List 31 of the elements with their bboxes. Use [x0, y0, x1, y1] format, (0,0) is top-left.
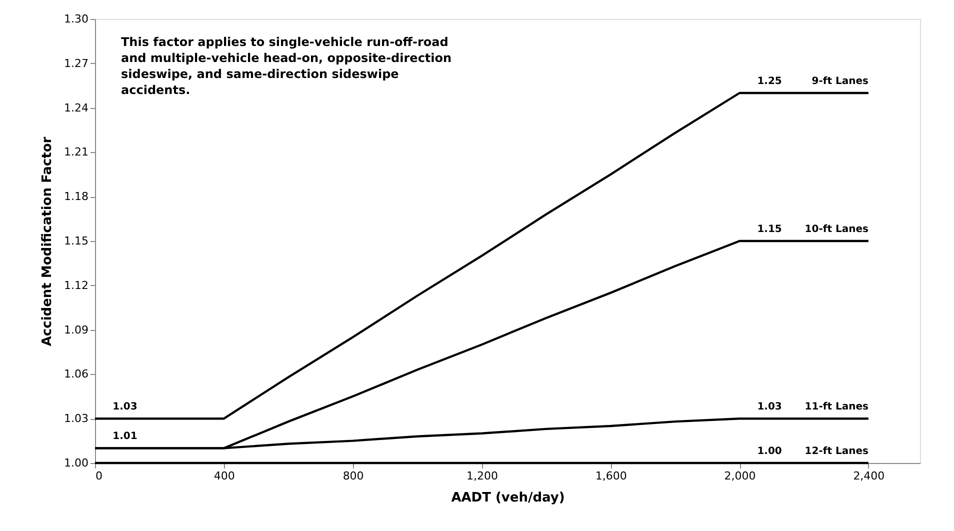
x-axis-title: AADT (veh/day)	[451, 490, 565, 506]
series-label: 12-ft Lanes	[804, 446, 868, 457]
series-label: 9-ft Lanes	[812, 76, 868, 87]
y-tick-label: 1.03	[64, 412, 88, 426]
y-tick-label: 1.12	[64, 278, 88, 292]
y-tick-label: 1.15	[64, 234, 88, 248]
data-label: 1.03	[112, 402, 138, 413]
x-tick-label: 400	[214, 470, 235, 482]
x-tick-label: 2,000	[724, 470, 756, 482]
series-label: 11-ft Lanes	[804, 402, 868, 413]
x-tick-label: 800	[342, 470, 364, 482]
y-tick-label: 1.09	[64, 323, 88, 336]
y-tick-label: 1.06	[64, 368, 88, 381]
series-label: 10-ft Lanes	[804, 224, 868, 235]
x-tick-label: 2,400	[853, 470, 885, 482]
data-label: 1.25	[757, 76, 782, 87]
y-tick-label: 1.27	[64, 56, 88, 70]
y-tick-label: 1.24	[64, 101, 88, 114]
data-label: 1.00	[757, 446, 782, 457]
data-label: 1.03	[757, 402, 782, 413]
y-tick-label: 1.00	[64, 456, 88, 470]
data-label: 1.01	[112, 431, 138, 442]
y-axis-title: Accident Modification Factor	[40, 136, 56, 346]
annotation: This factor applies to single-vehicle run-off-road and multiple-vehicle head-on, opposite-direction sideswipe, and same-direction sideswipe accidents.	[121, 35, 452, 97]
y-tick-label: 1.18	[64, 190, 88, 204]
x-tick-label: 0	[96, 470, 102, 482]
data-label: 1.15	[757, 224, 782, 235]
y-tick-label: 1.30	[64, 12, 88, 26]
x-tick-label: 1,200	[466, 470, 498, 482]
y-tick-label: 1.21	[64, 146, 88, 159]
x-tick-label: 1,600	[595, 470, 627, 482]
